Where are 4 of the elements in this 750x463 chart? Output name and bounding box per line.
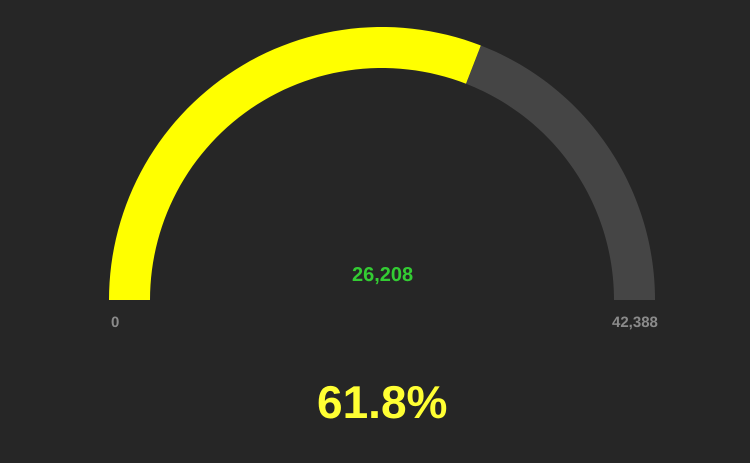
text: 0 <box>111 314 120 331</box>
text: 42,388 <box>612 314 658 331</box>
text: 61.8% <box>317 376 448 428</box>
text: 26,208 <box>352 264 414 286</box>
